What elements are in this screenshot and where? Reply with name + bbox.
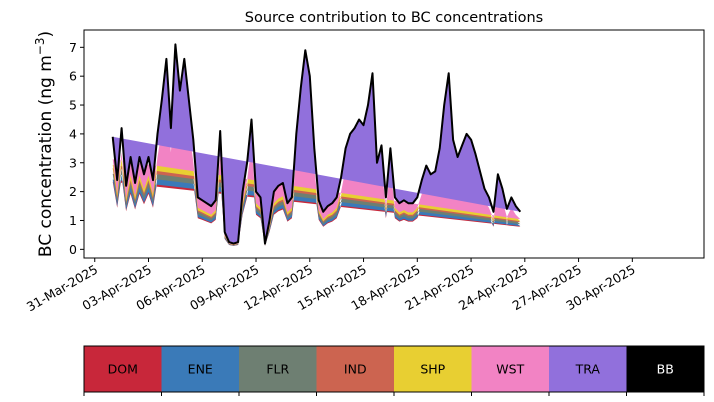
plot-frame [83,29,705,259]
legend-swatch-flr [239,346,317,392]
y-tick-label: 5 [69,98,77,113]
legend-label-shp: SHP [420,362,445,377]
y-tick-label: 6 [69,69,77,84]
legend-label-ene: ENE [188,362,213,377]
y-tick-label: 1 [69,213,77,228]
y-axis: 0 1 2 3 4 5 6 7 [69,40,84,257]
legend-label-wst: WST [496,362,524,377]
y-axis-label: BC concentration (ng m−3) [33,31,56,257]
legend-label-flr: FLR [266,362,289,377]
legend-swatch-tra [549,346,627,392]
stacked-areas [111,43,522,246]
legend-label-dom: DOM [108,362,138,377]
total-line [111,43,522,245]
legend-swatch-dom [84,346,162,392]
source-legend: DOM ENE FLR IND SHP WST TRA BB [83,345,705,396]
area-tra [112,44,521,244]
y-tick-label: 0 [69,242,77,257]
legend-label-ind: IND [344,362,367,377]
legend-swatch-shp [394,346,472,392]
y-tick-label: 3 [69,155,77,170]
legend-label-tra: TRA [575,362,601,377]
y-tick-label: 7 [69,40,77,55]
chart-title: Source contribution to BC concentrations [245,10,543,26]
legend-swatch-ind [316,346,394,392]
legend-swatch-bb [626,346,704,392]
x-axis: 31-Mar-202503-Apr-202506-Apr-202509-Apr-… [24,258,638,314]
legend-label-bb: BB [657,362,674,377]
y-tick-label: 4 [69,126,77,141]
legend-swatch-ene [161,346,239,392]
area-wst [112,85,521,245]
y-tick-label: 2 [69,184,77,199]
legend-swatch-wst [471,346,549,392]
